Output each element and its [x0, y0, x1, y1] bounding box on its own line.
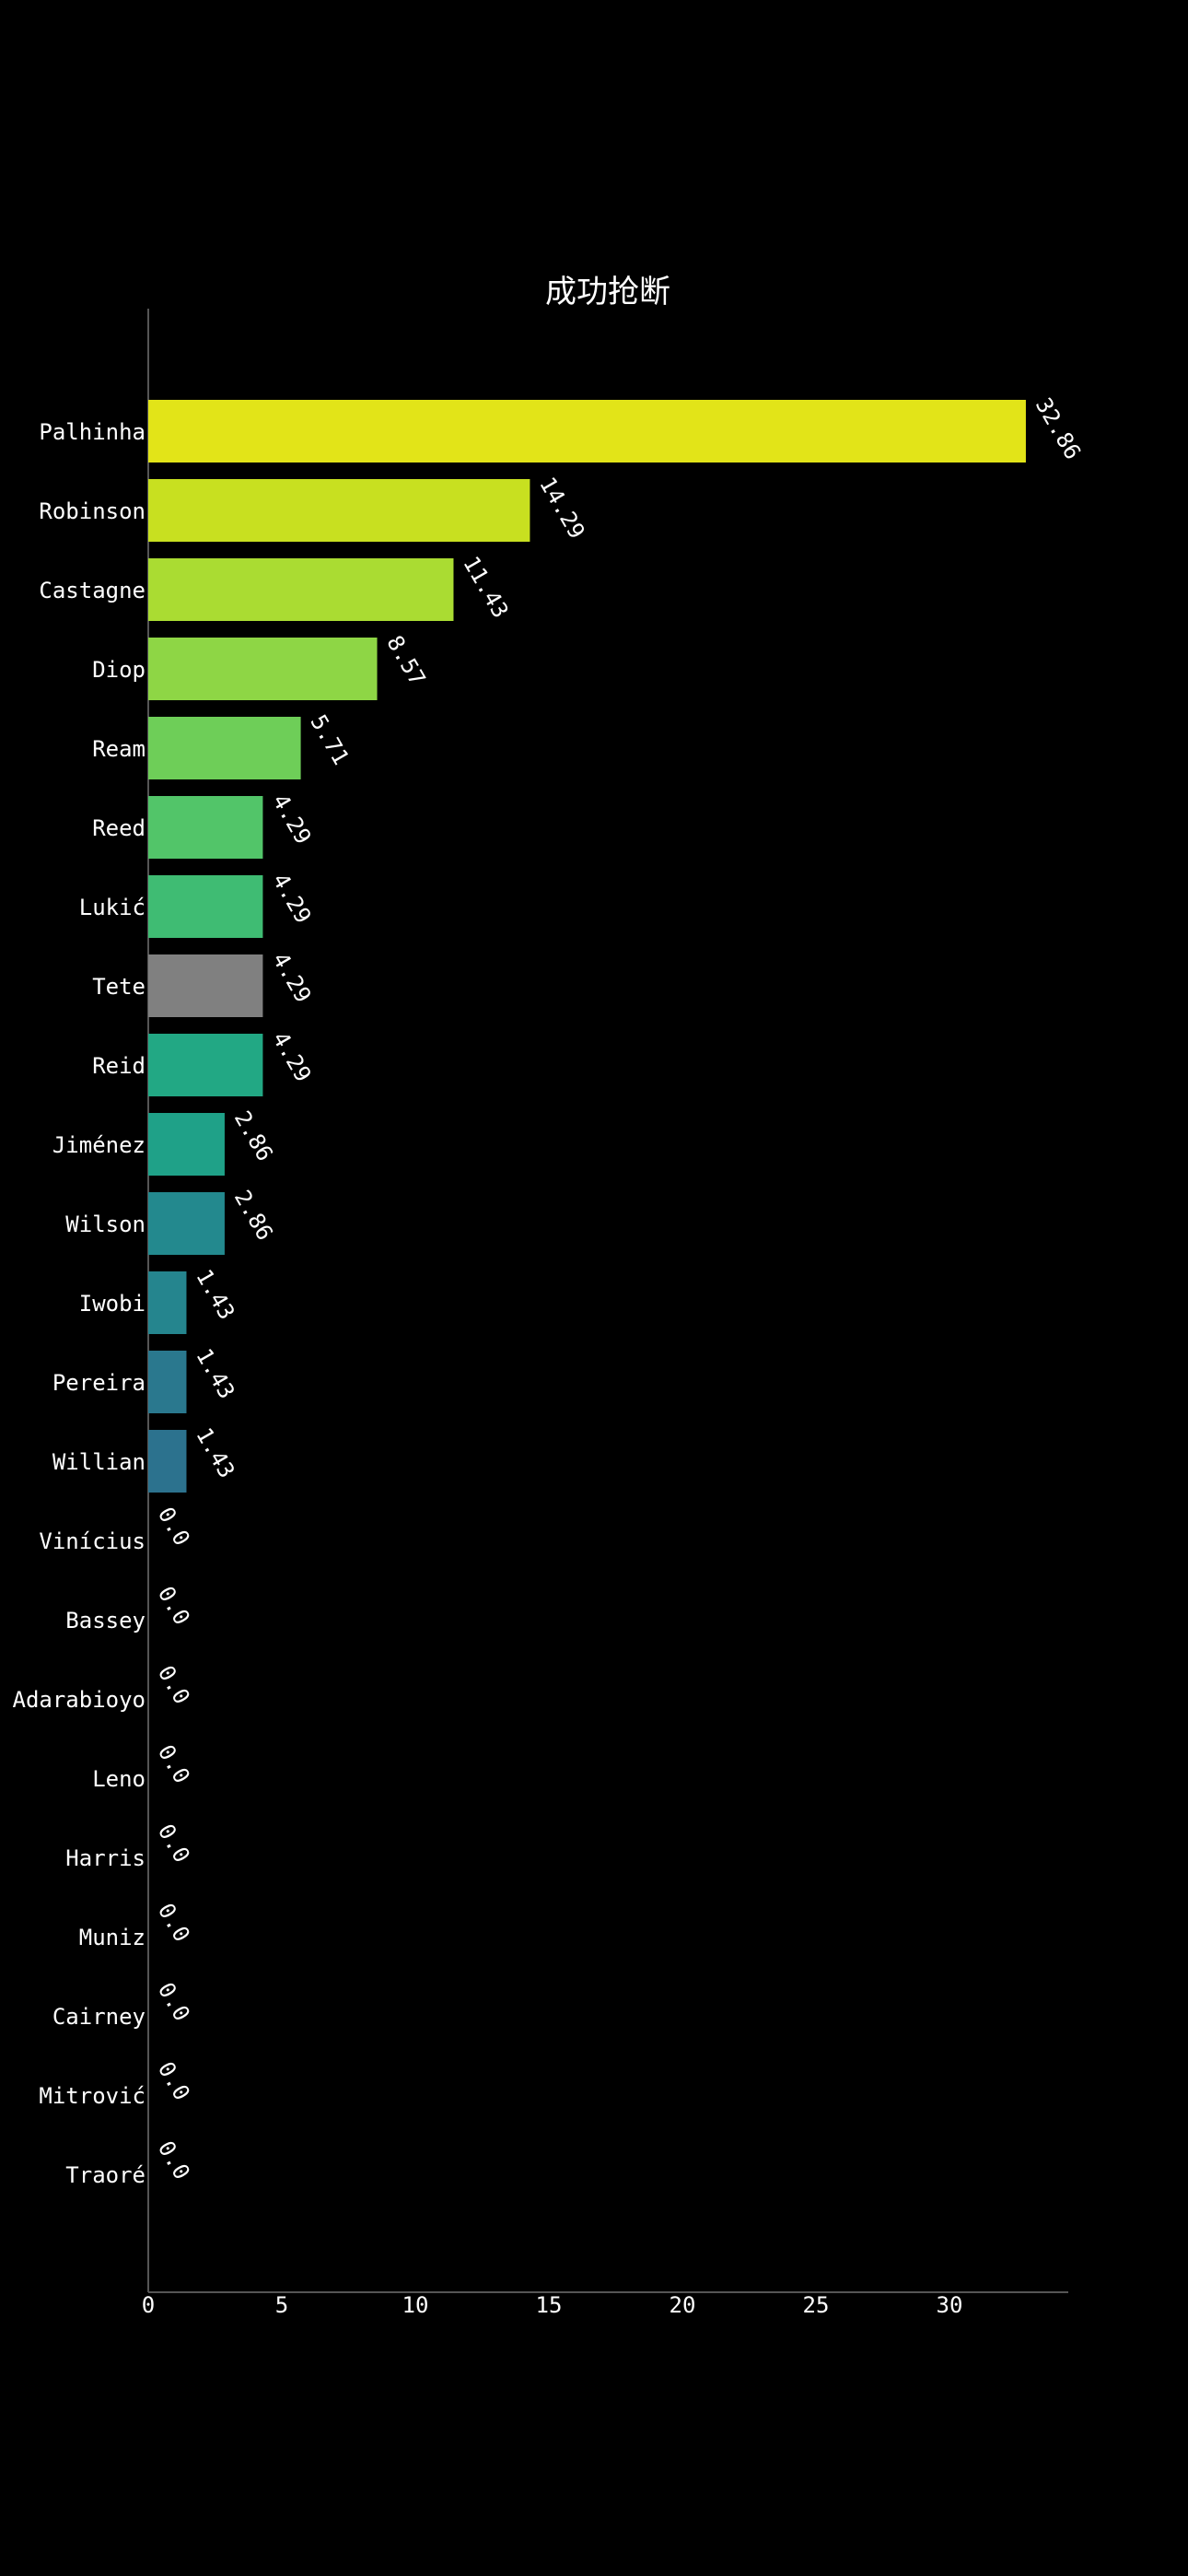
- x-tick-label-15: 15: [536, 2292, 563, 2318]
- category-label-willian: Willian: [52, 1449, 146, 1475]
- bar-pereira: [148, 1351, 187, 1413]
- category-label-vinicius: Vinícius: [39, 1528, 146, 1554]
- value-label-palhinha: 32.86: [1031, 393, 1086, 464]
- bar-jimenez: [148, 1113, 225, 1176]
- category-label-bassey: Bassey: [65, 1608, 146, 1633]
- value-label-ream: 5.71: [305, 710, 354, 769]
- value-label-tete: 4.29: [267, 948, 316, 1007]
- category-label-adarabioyo: Adarabioyo: [13, 1687, 146, 1713]
- value-label-mitrovic: 0.0: [153, 2057, 195, 2105]
- bar-ream: [148, 717, 301, 779]
- value-label-vinicius: 0.0: [153, 1503, 195, 1551]
- value-label-traore: 0.0: [153, 2137, 195, 2184]
- value-label-bassey: 0.0: [153, 1582, 195, 1630]
- category-label-lukic: Lukić: [79, 895, 146, 920]
- bar-wilson: [148, 1192, 225, 1255]
- x-axis-ticks: 0 5 10 15 20 25 30: [142, 2292, 963, 2318]
- value-label-jimenez: 2.86: [229, 1107, 278, 1165]
- value-label-reed: 4.29: [267, 790, 316, 849]
- category-label-reed: Reed: [92, 815, 146, 841]
- value-label-castagne: 11.43: [458, 552, 513, 623]
- x-tick-label-10: 10: [402, 2292, 429, 2318]
- value-label-lukic: 4.29: [267, 869, 316, 928]
- category-label-harris: Harris: [65, 1845, 146, 1871]
- value-label-willian: 1.43: [191, 1423, 239, 1482]
- x-tick-label-5: 5: [275, 2292, 288, 2318]
- value-label-leno: 0.0: [153, 1740, 195, 1788]
- category-label-traore: Traoré: [65, 2162, 146, 2188]
- category-label-pereira: Pereira: [52, 1370, 146, 1396]
- value-label-harris: 0.0: [153, 1820, 195, 1868]
- x-tick-label-30: 30: [937, 2292, 963, 2318]
- category-label-mitrovic: Mitrović: [39, 2083, 146, 2109]
- bar-iwobi: [148, 1271, 187, 1334]
- bar-willian: [148, 1430, 187, 1493]
- x-tick-label-20: 20: [670, 2292, 696, 2318]
- x-tick-label-25: 25: [803, 2292, 830, 2318]
- category-label-iwobi: Iwobi: [79, 1291, 146, 1317]
- category-label-robinson: Robinson: [39, 498, 146, 524]
- category-label-tete: Tete: [92, 974, 146, 1000]
- category-label-cairney: Cairney: [52, 2004, 146, 2030]
- value-label-diop: 8.57: [381, 631, 430, 690]
- bars-group: [148, 400, 1026, 1493]
- category-label-wilson: Wilson: [65, 1212, 146, 1237]
- value-label-muniz: 0.0: [153, 1899, 195, 1947]
- bar-diop: [148, 638, 378, 700]
- value-label-iwobi: 1.43: [191, 1265, 239, 1324]
- category-labels: Palhinha Robinson Castagne Diop Ream Reed Luki…: [13, 419, 146, 2188]
- bar-reed: [148, 796, 263, 859]
- category-label-reid: Reid: [92, 1053, 146, 1079]
- bar-tete: [148, 954, 263, 1017]
- category-label-palhinha: Palhinha: [39, 419, 146, 445]
- category-label-diop: Diop: [92, 657, 146, 683]
- category-label-castagne: Castagne: [39, 578, 146, 603]
- value-label-adarabioyo: 0.0: [153, 1661, 195, 1709]
- bar-reid: [148, 1034, 263, 1096]
- value-label-wilson: 2.86: [229, 1186, 278, 1245]
- category-label-leno: Leno: [92, 1766, 146, 1792]
- value-label-cairney: 0.0: [153, 1978, 195, 2026]
- value-label-pereira: 1.43: [191, 1344, 239, 1403]
- value-label-reid: 4.29: [267, 1027, 316, 1086]
- bar-robinson: [148, 479, 530, 542]
- category-label-muniz: Muniz: [79, 1925, 146, 1950]
- x-tick-label-0: 0: [142, 2292, 155, 2318]
- value-label-robinson: 14.29: [534, 473, 589, 544]
- chart-title: 成功抢断: [545, 274, 670, 310]
- category-label-jimenez: Jiménez: [52, 1132, 146, 1158]
- bar-castagne: [148, 558, 454, 621]
- category-label-ream: Ream: [92, 736, 146, 762]
- bar-palhinha: [148, 400, 1026, 463]
- bar-lukic: [148, 875, 263, 938]
